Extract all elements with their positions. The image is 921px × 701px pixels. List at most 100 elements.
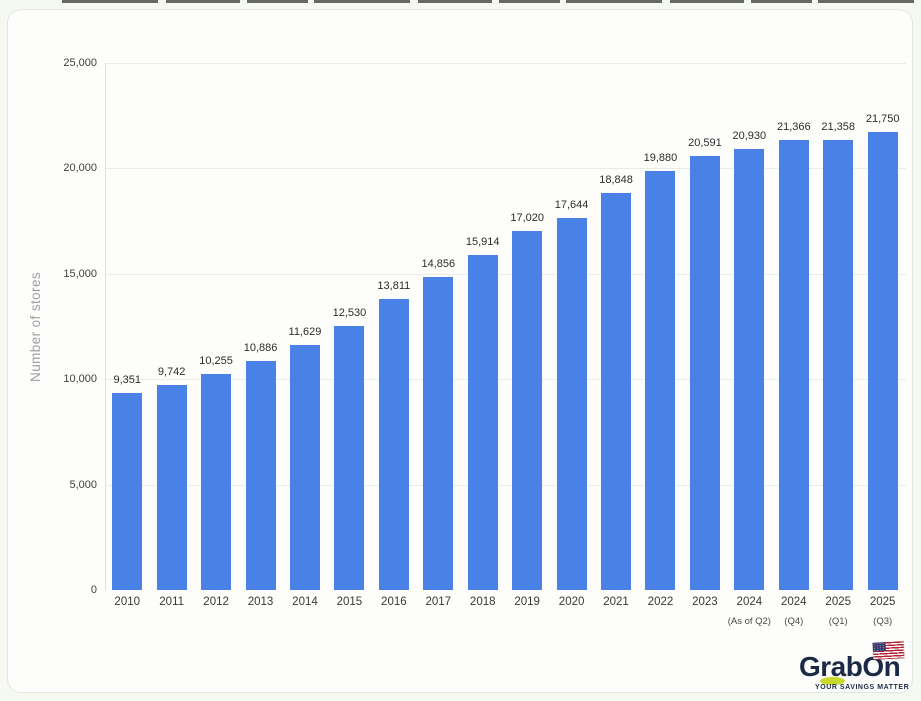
bar-slot-2024-Q4: 21,366 [772,63,816,590]
bar-slot-2021: 18,848 [594,63,638,590]
bar [734,148,765,590]
x-tick-year: 2025 [869,596,896,608]
x-tick: 2010 [105,596,149,627]
bar-slot-2025-Q1: 21,358 [816,63,860,590]
x-tick-year: 2010 [114,596,141,608]
flag-canton [872,642,887,652]
bar [823,139,854,590]
grabon-logo: GrabOn YOUR SAVINGS MATTER [799,641,911,695]
y-gridline [105,63,906,64]
bar [645,170,676,590]
bar-slot-2025-Q3: 21,750 [860,63,904,590]
bar [778,139,809,590]
logo-swoosh-accent [820,677,845,685]
x-tick: 2023 [683,596,727,627]
x-tick-year: 2011 [159,596,185,608]
bar-value-label: 9,351 [113,373,141,386]
y-tick-label: 10,000 [63,373,97,386]
bar [289,344,320,590]
x-tick: 2025 (Q3) [860,596,904,627]
x-tick-qualifier: (As of Q2) [727,616,771,627]
bar [512,231,543,590]
bar [378,298,409,590]
bar-value-label: 12,530 [332,306,367,319]
x-tick: 2017 [416,596,460,627]
x-tick: 2024 (As of Q2) [727,596,771,627]
x-tick-year: 2022 [647,596,674,608]
x-tick-qualifier: (Q1) [828,616,848,627]
x-tick-year: 2021 [603,596,629,608]
x-tick-year: 2024 [780,596,807,608]
y-tick-label: 5,000 [69,478,97,491]
bar [601,192,632,590]
y-tick-label: 25,000 [63,57,97,69]
bar-slot-2024-AsofQ2: 20,930 [727,63,771,590]
x-axis-labels: 2010 2011 2012 2013 2014 2015 2016 2017 2018 2019… [105,596,905,627]
x-tick: 2021 [594,596,638,627]
bar-slot-2019: 17,020 [505,63,549,590]
y-gridline [105,484,906,486]
bar [867,131,898,590]
bar-slot-2015: 12,530 [327,63,371,590]
x-tick-year: 2012 [203,596,229,608]
y-gridline [105,273,906,275]
bar-value-label: 21,366 [776,120,811,133]
x-tick: 2025 (Q1) [816,596,860,627]
x-tick-year: 2017 [425,596,452,608]
y-tick-label: 0 [90,584,97,596]
bar-value-label: 14,856 [421,257,456,270]
bar [689,155,720,590]
x-tick-year: 2020 [558,596,585,608]
bar [334,325,365,590]
bar-value-label: 17,020 [510,212,544,225]
bar-slot-2010: 9,351 [105,63,149,590]
bar [467,254,498,590]
us-flag-icon [872,641,905,660]
bar-value-label: 18,848 [599,173,633,186]
x-tick: 2019 [505,596,549,627]
bar-slot-2017: 14,856 [416,63,460,590]
bar [556,218,587,590]
x-tick: 2015 [327,596,371,627]
x-tick-year: 2015 [336,596,363,608]
logo-tagline: YOUR SAVINGS MATTER [815,684,910,691]
x-tick-year: 2014 [292,596,318,608]
bar-value-label: 9,742 [157,365,186,378]
x-tick: 2024 (Q4) [772,596,816,627]
cropped-content-edge [62,0,921,3]
bar-slot-2020: 17,644 [549,63,593,590]
y-tick-label: 20,000 [63,162,97,175]
bar-value-label: 20,591 [688,136,722,149]
bar [423,276,454,590]
y-tick-label: 15,000 [63,267,97,280]
y-axis-title: Number of stores [27,271,43,382]
bar-slot-2012: 10,255 [194,63,238,590]
bar-slot-2018: 15,914 [461,63,505,590]
x-tick-year: 2023 [692,596,718,608]
bar-value-label: 21,750 [865,112,900,125]
x-tick-year: 2013 [247,596,274,608]
x-tick: 2013 [238,596,282,627]
bar-value-label: 17,644 [554,199,589,212]
bar-slot-2023: 20,591 [683,63,727,590]
bar [156,384,187,590]
bar-series: 9,351 9,742 10,255 10,886 11,629 12,530 13,811… [105,63,905,590]
y-gridline [105,168,906,170]
bar-slot-2011: 9,742 [149,63,193,590]
x-tick-year: 2016 [381,596,407,608]
bar-slot-2022: 19,880 [638,63,682,590]
bar-value-label: 13,811 [377,279,411,292]
bar-slot-2014: 11,629 [283,63,327,590]
y-axis-line [105,63,106,590]
x-tick: 2022 [638,596,682,627]
x-tick-year: 2025 [825,596,852,608]
bar [245,360,276,590]
y-axis-title-wrap: Number of stores [22,63,48,590]
y-gridline [105,379,906,381]
x-tick-qualifier: (Q3) [873,616,893,627]
bar-value-label: 10,255 [199,354,233,367]
x-tick-year: 2024 [736,596,763,608]
x-tick: 2016 [372,596,416,627]
x-tick-year: 2018 [469,596,496,608]
x-tick-year: 2019 [514,596,540,608]
